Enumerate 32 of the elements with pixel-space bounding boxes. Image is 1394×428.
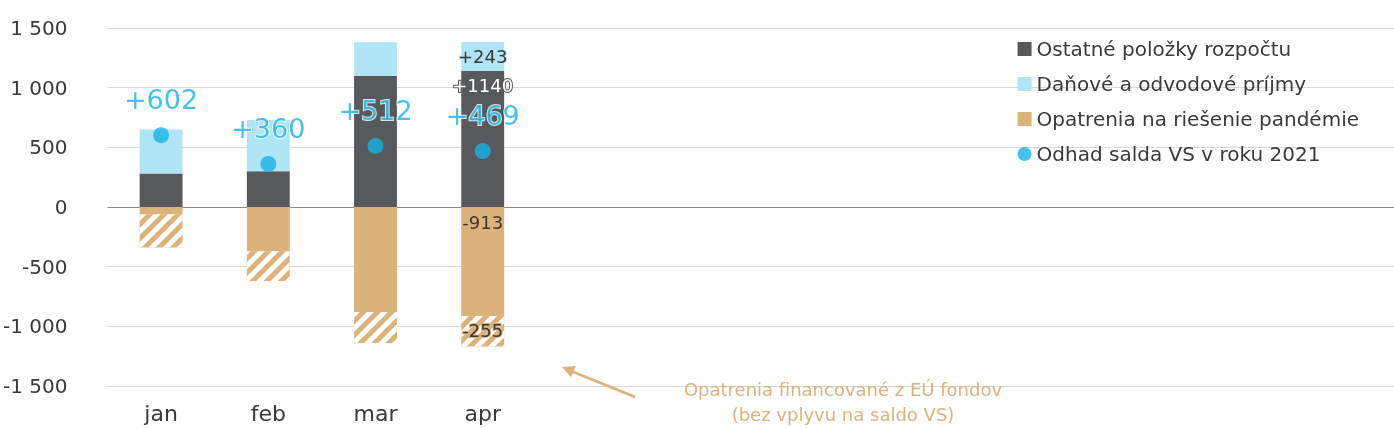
bar [246,207,290,252]
y-tick-label: 1 500 [10,16,68,40]
point [367,137,384,154]
bar [354,207,397,313]
data-label: +602 [123,84,199,116]
bar [139,207,183,215]
legend-label: Daňové a odvodové príjmy [1036,72,1307,96]
annotation: Opatrenia financované z EÚ fondov (bez vplyvu na saldo VS) [683,379,1003,425]
y-tick-label: 500 [29,135,68,160]
y-tick-label: -1 000 [2,314,68,339]
data-label: -913 [462,211,504,233]
bar [139,129,183,174]
legend-label: Ostatné položky rozpočtu [1036,37,1292,61]
bar [246,171,290,207]
legend-label: Odhad salda VS v roku 2021 [1036,142,1321,166]
y-tick-label: -500 [22,254,68,279]
point [474,143,491,160]
bar [139,173,183,207]
x-tick-label: mar [353,400,399,426]
x-tick-label: jan [143,400,178,426]
data-label: +243 [457,46,508,68]
x-tick-label: apr [464,400,502,426]
point [260,156,277,173]
bar [461,207,505,316]
y-tick-label: -1 500 [2,374,68,398]
point [153,127,170,144]
y-tick-label: 0 [54,195,68,219]
x-tick-label: feb [250,400,286,426]
data-label: -255 [462,320,504,342]
legend-label: Opatrenia na riešenie pandémie [1036,107,1360,131]
y-tick-label: 1 000 [10,75,68,100]
bar [354,42,397,76]
